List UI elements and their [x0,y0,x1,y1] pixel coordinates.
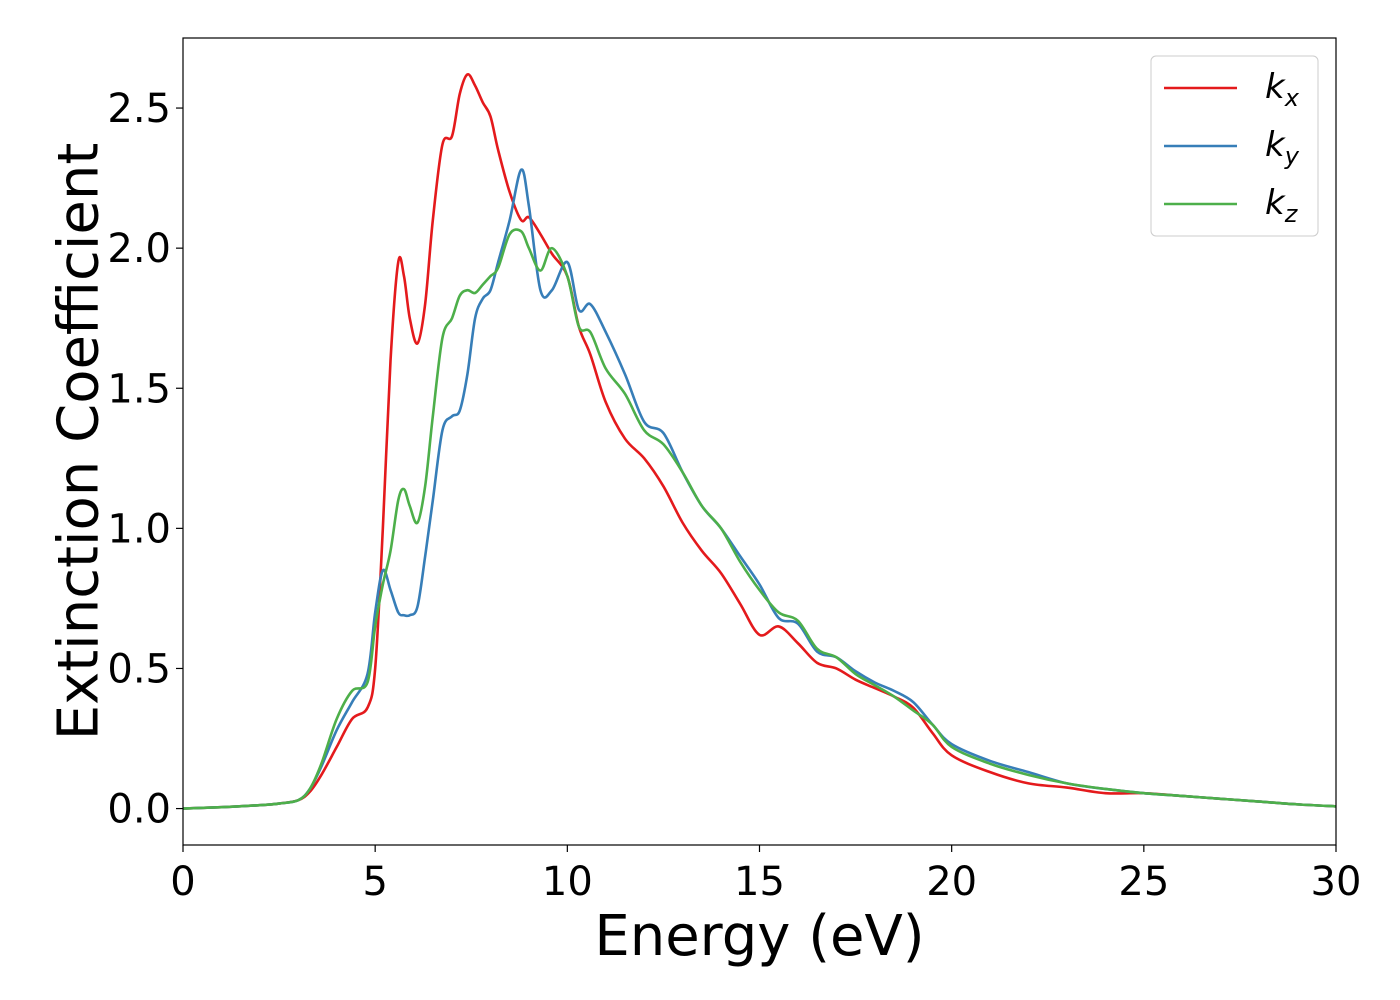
x-tick-label: 25 [1118,859,1169,905]
legend-label-main: k [1265,183,1286,223]
y-tick-label: 1.0 [107,506,171,552]
legend-label-subscript: z [1284,200,1299,228]
series-line-z [182,228,1337,810]
legend-label-z: kz [1265,183,1299,228]
x-tick-label: 0 [170,859,195,905]
x-tick-label: 15 [734,859,785,905]
x-tick-label: 30 [1311,859,1362,905]
legend-label-y: ky [1265,125,1300,170]
series-line-y [182,168,1337,810]
x-tick-label: 5 [362,859,387,905]
x-axis-ticks: 0 5 10 15 20 25 30 [170,845,1361,905]
series-layer [182,73,1337,810]
y-tick-label: 2.0 [107,226,171,272]
y-tick-label: 1.5 [107,366,171,412]
legend-label-subscript: x [1284,84,1300,112]
legend-label-main: k [1265,125,1286,165]
x-axis-label: Energy (eV) [594,904,924,969]
legend-label-x: kx [1265,67,1300,112]
y-axis-ticks: 0.0 0.5 1.0 1.5 2.0 2.5 [107,86,183,833]
y-tick-label: 0.5 [107,646,171,692]
legend-label-main: k [1265,67,1286,107]
y-tick-label: 0.0 [107,787,171,833]
y-tick-label: 2.5 [107,86,171,132]
x-tick-label: 20 [926,859,977,905]
y-axis-label: Extinction Coefficient [47,143,112,741]
legend-label-subscript: y [1284,142,1300,170]
x-tick-label: 10 [542,859,593,905]
